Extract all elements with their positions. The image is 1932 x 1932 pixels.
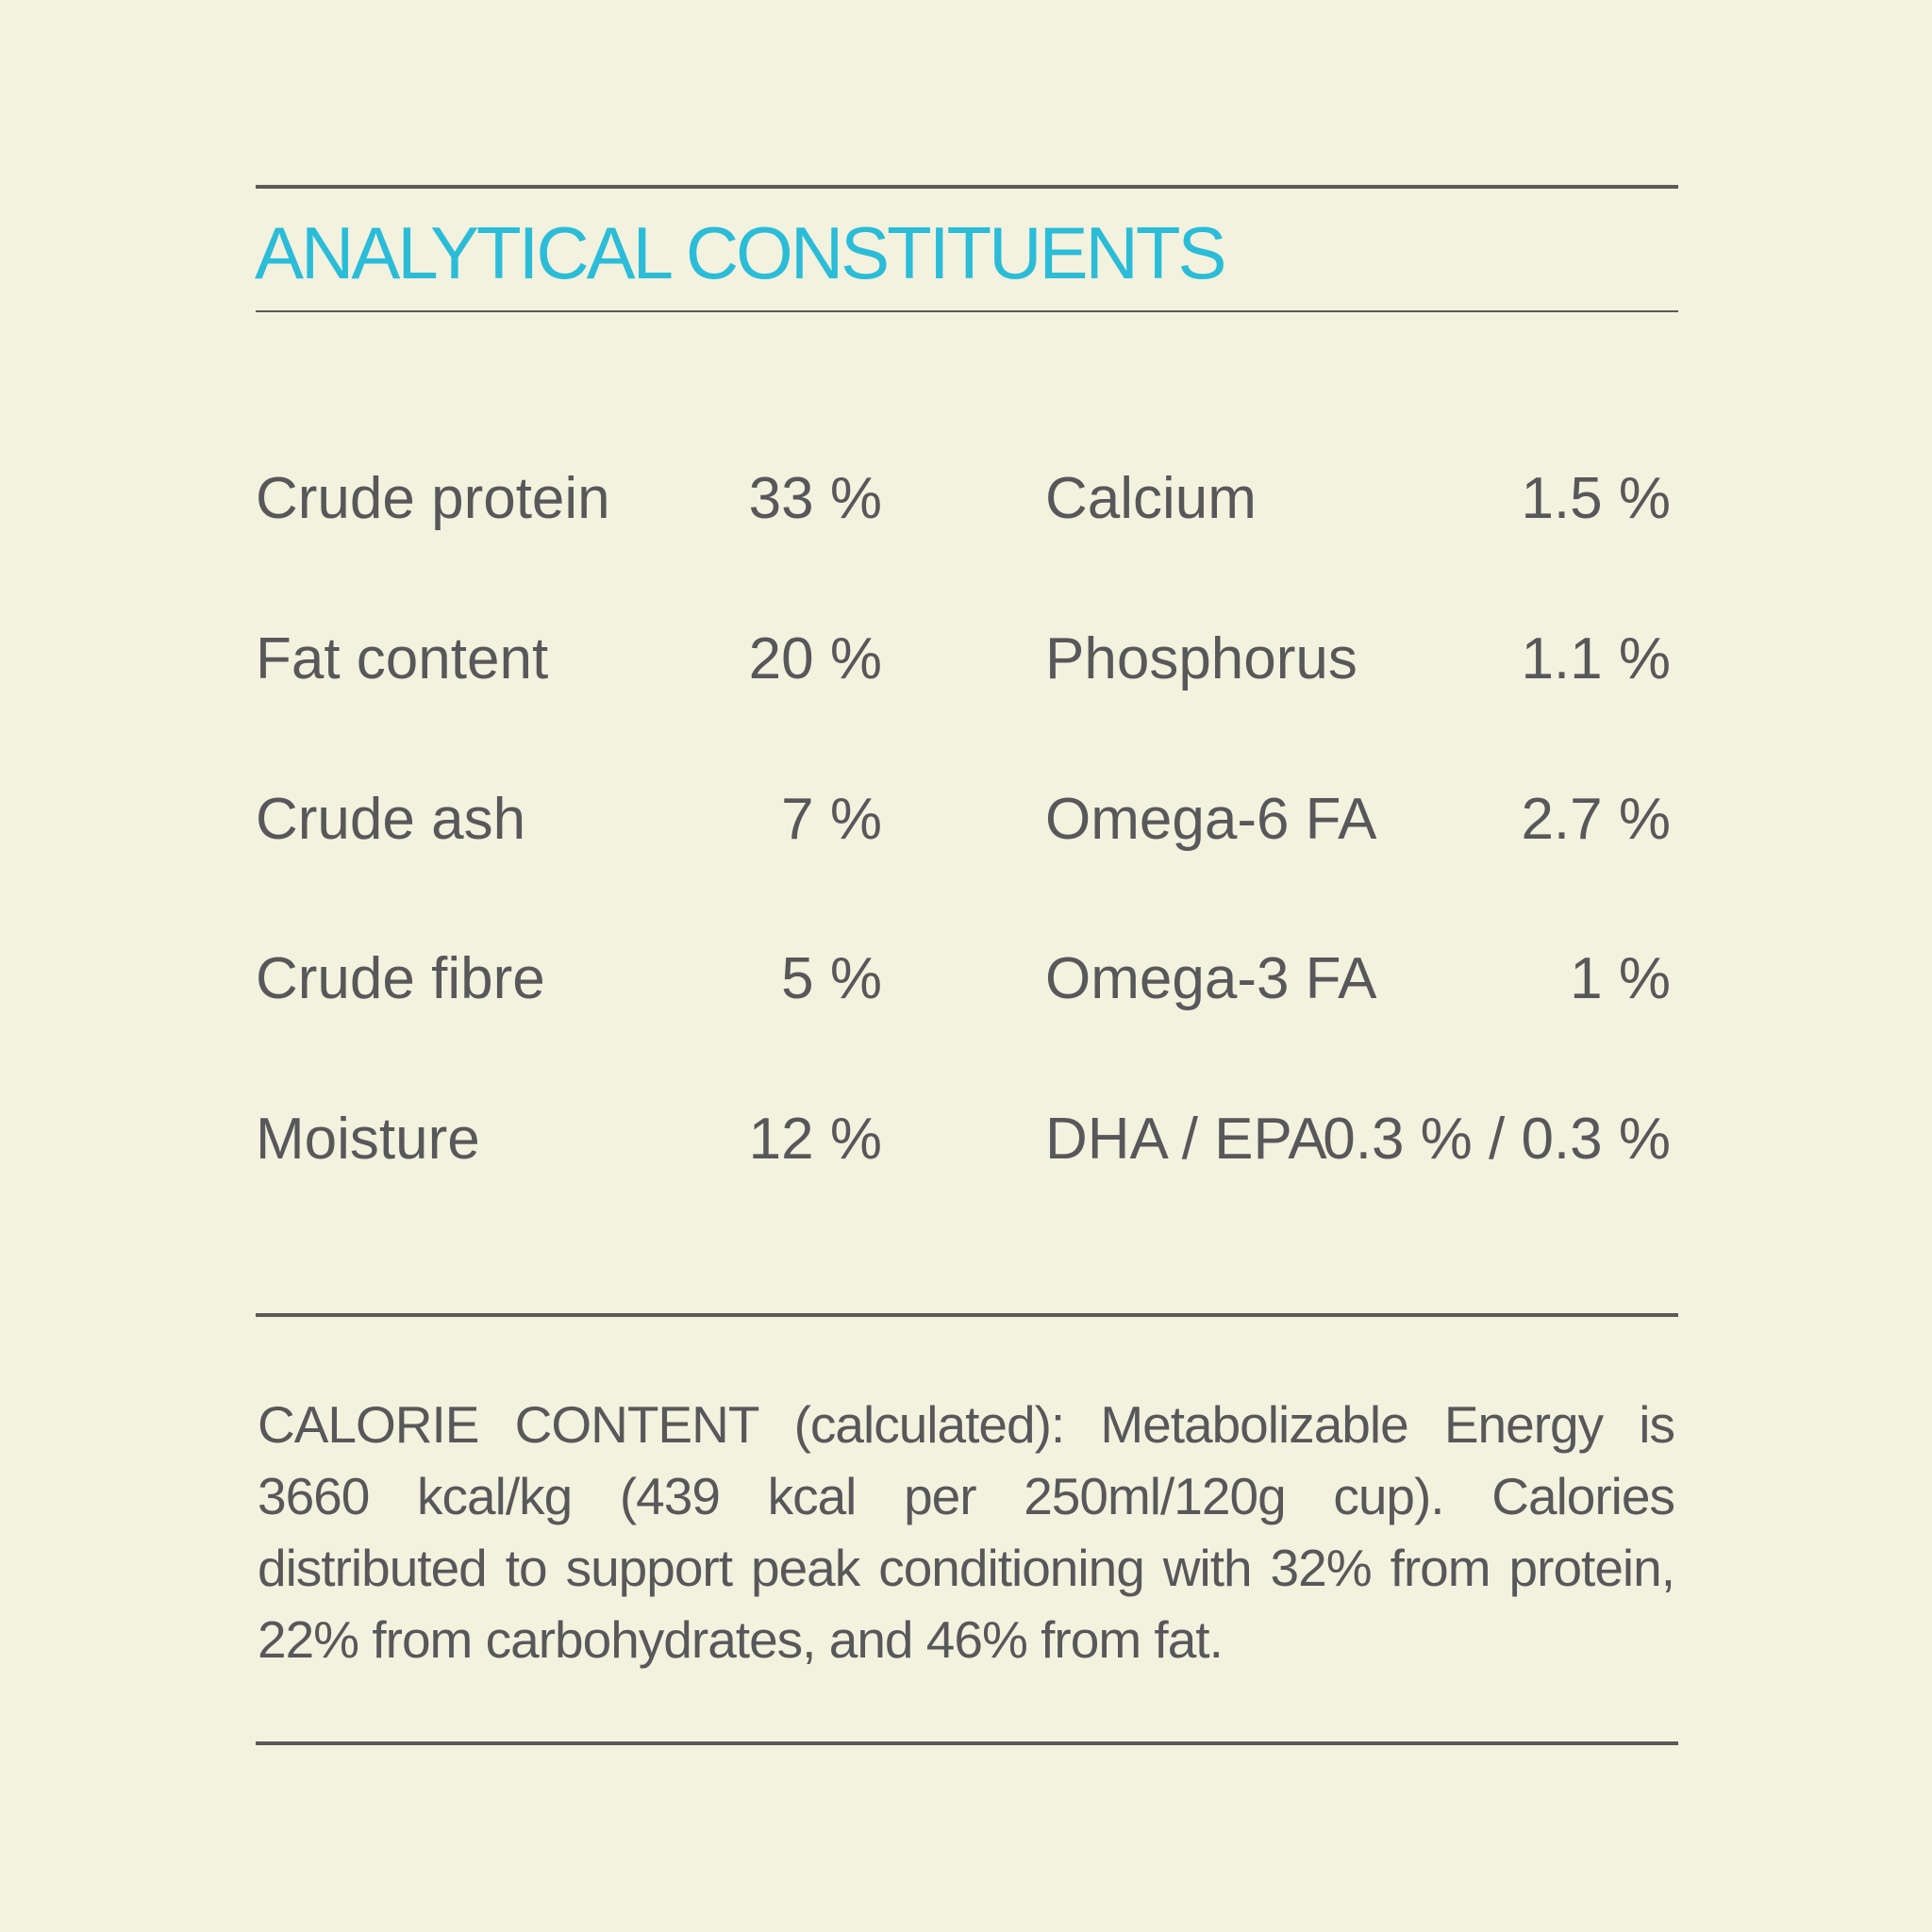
constituent-label: DHA / EPA	[1045, 1107, 1327, 1172]
constituent-value: 5 %	[781, 946, 882, 1011]
constituent-value: 2.7 %	[1521, 787, 1671, 852]
bottom-rule	[256, 1741, 1678, 1745]
constituent-label: Calcium	[1045, 466, 1257, 531]
constituent-value: 1 %	[1570, 946, 1671, 1011]
constituent-label: Phosphorus	[1045, 626, 1357, 691]
constituent-label: Crude fibre	[256, 946, 545, 1011]
constituent-value: 1.5 %	[1521, 466, 1671, 531]
constituent-label: Crude ash	[256, 787, 526, 852]
title-rule	[256, 310, 1678, 312]
constituent-value: 33 %	[748, 466, 882, 531]
constituent-value: 20 %	[748, 626, 882, 691]
constituent-label: Omega-6 FA	[1045, 787, 1377, 852]
constituent-value: 0.3 % / 0.3 %	[1323, 1107, 1671, 1172]
top-rule	[256, 185, 1678, 189]
calorie-content-text: CALORIE CONTENT (calculated): Metaboliza…	[258, 1395, 1675, 1669]
constituent-value: 12 %	[748, 1107, 882, 1172]
constituent-value: 1.1 %	[1521, 626, 1671, 691]
constituent-value: 7 %	[781, 787, 882, 852]
page-title: ANALYTICAL CONSTITUENTS	[255, 211, 1226, 294]
constituent-label: Omega-3 FA	[1045, 946, 1377, 1011]
constituent-label: Fat content	[256, 626, 549, 691]
section-rule	[256, 1313, 1678, 1317]
constituent-label: Moisture	[256, 1107, 480, 1172]
constituent-label: Crude protein	[256, 466, 610, 531]
